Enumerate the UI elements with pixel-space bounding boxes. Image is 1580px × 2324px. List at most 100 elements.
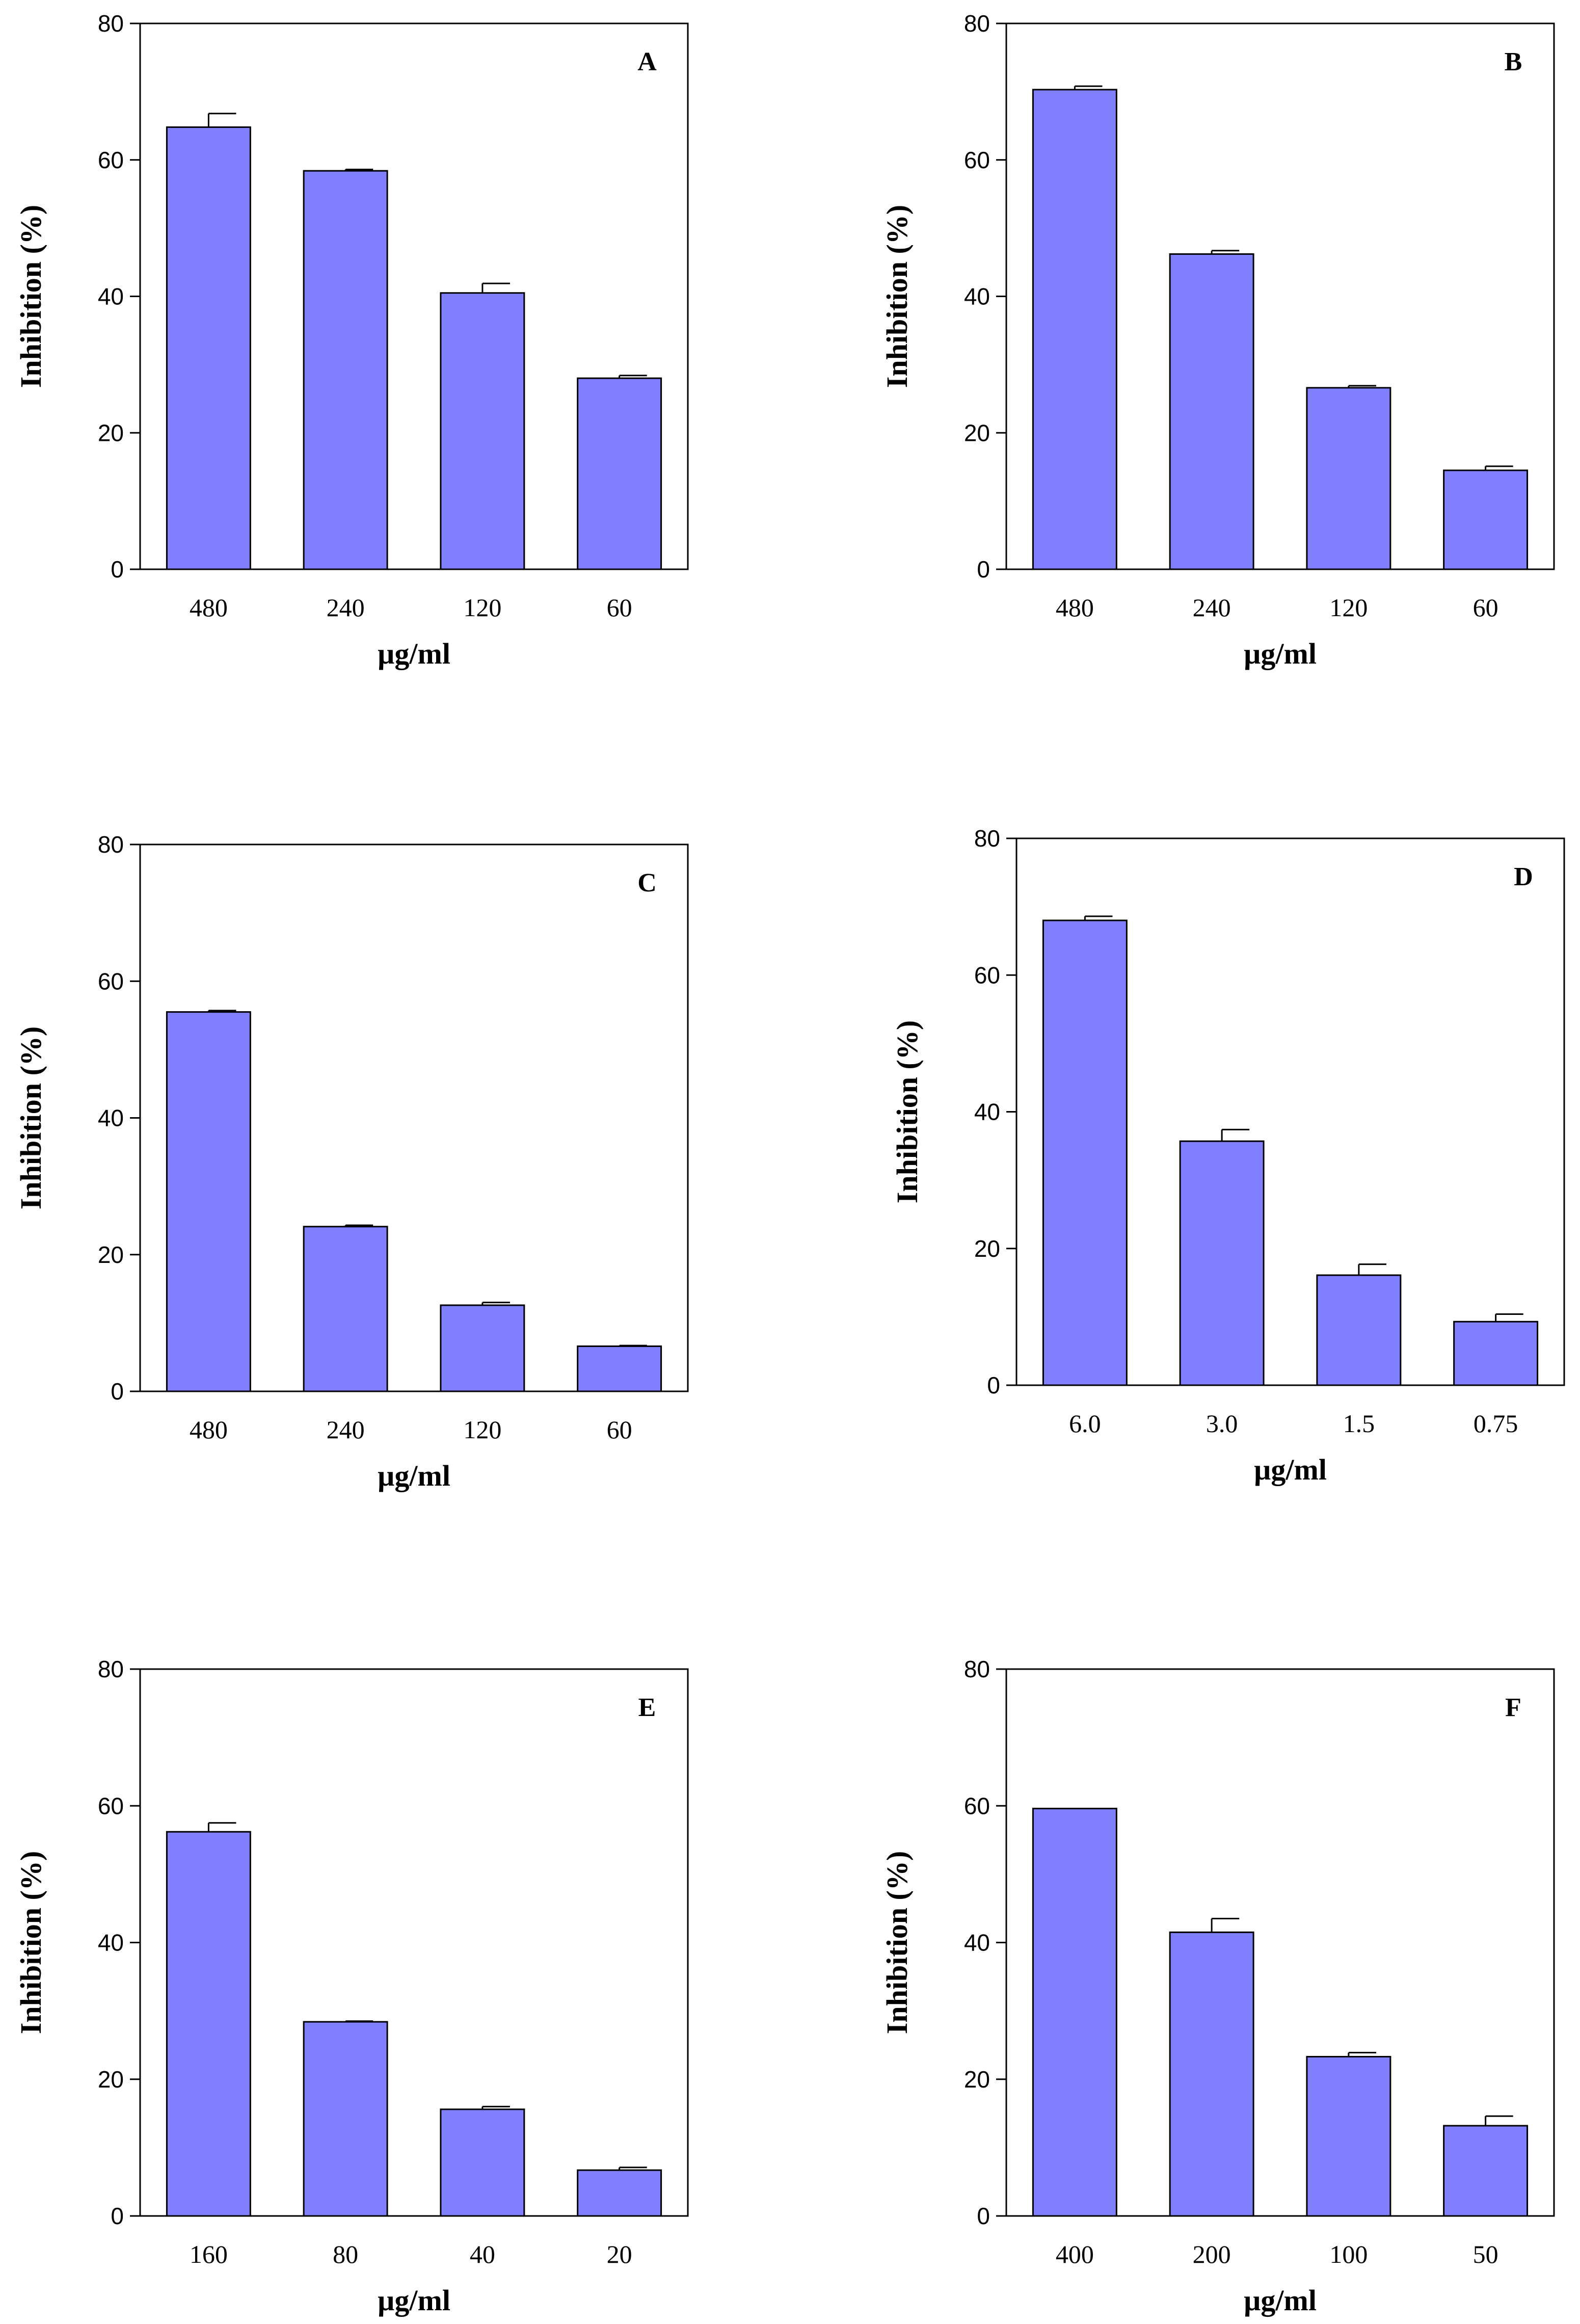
x-tick-label: 240 [327,1415,365,1444]
y-tick-label: 20 [964,2066,990,2093]
x-tick-label: 60 [1473,593,1498,622]
x-tick-label: 3.0 [1206,1409,1238,1438]
y-tick-label: 60 [98,968,124,994]
bar [1032,1808,1117,2217]
x-tick-label: 480 [190,1415,228,1444]
x-axis-title: µg/ml [1254,1453,1327,1486]
bar [1306,2055,1391,2217]
bar [1443,469,1529,570]
x-tick-label: 200 [1193,2240,1231,2268]
y-tick-label: 80 [98,10,124,37]
x-tick-label: 6.0 [1069,1409,1101,1438]
x-tick-label: 1.5 [1343,1409,1375,1438]
y-tick-label: 0 [987,1372,1000,1398]
y-tick-label: 80 [964,1656,990,1682]
y-tick-label: 0 [111,1378,124,1405]
panel-label: F [1505,1693,1521,1722]
bar [440,292,525,570]
y-axis-title: Inhibition (%) [14,1026,47,1209]
x-axis-title: µg/ml [1244,2284,1317,2317]
y-tick-label: 80 [98,831,124,858]
bar [303,2021,388,2217]
chart-panel-b: 0 20 40 60 80 480 240 120 60 µg/ml Inhibition (%) B [880,10,1555,670]
bar [1306,387,1391,570]
y-tick-label: 40 [98,1105,124,1131]
y-tick-label: 40 [98,283,124,310]
y-tick-label: 60 [964,147,990,173]
x-tick-label: 240 [327,593,365,622]
x-tick-label: 100 [1329,2240,1368,2268]
x-tick-label: 0.75 [1474,1409,1518,1438]
x-tick-label: 160 [190,2240,228,2268]
y-tick-label: 40 [964,283,990,310]
x-axis-title: µg/ml [378,1459,450,1492]
bar [303,1226,388,1392]
bar [166,1011,251,1392]
bar [1316,1274,1402,1386]
bar [1042,919,1128,1386]
y-tick-label: 40 [964,1930,990,1956]
y-tick-label: 0 [977,556,990,583]
y-tick-label: 60 [98,147,124,173]
bar [1032,89,1117,570]
x-tick-label: 400 [1056,2240,1094,2268]
chart-panel-a: 0 20 40 60 80 480 240 120 60 µg/ml Inhibition (%) A [14,10,689,670]
x-tick-label: 80 [333,2240,358,2268]
bar [1443,2125,1529,2217]
x-tick-label: 60 [607,1415,632,1444]
chart-panel-e: 0 20 40 60 80 160 80 40 20 µg/ml Inhibition (%) E [14,1656,689,2317]
x-tick-label: 120 [463,593,501,622]
y-axis-title: Inhibition (%) [891,1020,924,1203]
panel-label: C [637,868,657,897]
bar [577,377,662,570]
chart-panel-d: 0 20 40 60 80 6.0 3.0 1.5 0.75 µg/ml Inhibition (%… [891,825,1565,1486]
y-tick-label: 0 [111,556,124,583]
y-tick-label: 20 [964,419,990,446]
y-tick-label: 40 [974,1099,1000,1125]
y-tick-label: 80 [974,825,1000,852]
bar [166,126,251,570]
bar [1169,253,1254,570]
bar [166,1831,251,2217]
x-tick-label: 20 [607,2240,632,2268]
panel-label: B [1505,47,1522,76]
x-tick-label: 40 [470,2240,495,2268]
y-tick-label: 20 [98,1242,124,1268]
x-tick-label: 50 [1473,2240,1498,2268]
y-axis-title: Inhibition (%) [880,205,914,388]
y-tick-label: 80 [98,1656,124,1682]
y-tick-label: 60 [964,1792,990,1819]
y-tick-label: 20 [974,1235,1000,1262]
bar [1169,1931,1254,2217]
bar [1453,1321,1539,1386]
x-tick-label: 120 [463,1415,501,1444]
x-tick-label: 120 [1329,593,1368,622]
y-tick-label: 20 [98,419,124,446]
x-tick-label: 240 [1193,593,1231,622]
bar [440,2108,525,2217]
bar [303,170,388,570]
panel-label: A [637,47,657,76]
y-tick-label: 60 [974,962,1000,988]
y-tick-label: 0 [977,2203,990,2229]
y-axis-title: Inhibition (%) [880,1851,914,2034]
y-tick-label: 20 [98,2066,124,2093]
panel-label: E [638,1693,656,1722]
bar [577,2169,662,2217]
x-axis-title: µg/ml [1244,637,1317,670]
panel-label: D [1514,862,1533,891]
y-tick-label: 40 [98,1930,124,1956]
x-axis-title: µg/ml [378,2284,450,2317]
y-axis-title: Inhibition (%) [14,205,47,388]
x-tick-label: 480 [190,593,228,622]
x-axis-title: µg/ml [378,637,450,670]
bar [577,1345,662,1392]
y-tick-label: 80 [964,10,990,37]
y-tick-label: 60 [98,1792,124,1819]
chart-panel-f: 0 20 40 60 80 400 200 100 50 µg/ml Inhibition (%) F [880,1656,1555,2317]
chart-panel-c: 0 20 40 60 80 480 240 120 60 µg/ml Inhibition (%) C [14,831,689,1492]
x-tick-label: 60 [607,593,632,622]
bar [1179,1140,1265,1386]
x-tick-label: 480 [1056,593,1094,622]
